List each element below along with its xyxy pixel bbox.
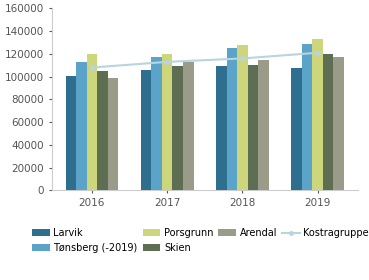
Bar	[76, 62, 87, 190]
Bar	[172, 66, 183, 190]
Bar	[323, 54, 334, 190]
Bar	[151, 57, 162, 190]
Bar	[108, 78, 118, 190]
Bar	[97, 71, 108, 190]
Bar	[313, 39, 323, 190]
Bar	[66, 76, 76, 190]
Line: Kostragruppe 13: Kostragruppe 13	[90, 51, 320, 69]
Bar	[162, 54, 172, 190]
Bar	[237, 45, 248, 190]
Kostragruppe 13	[165, 60, 169, 64]
Bar	[183, 62, 193, 190]
Bar	[302, 44, 313, 190]
Bar	[258, 60, 269, 190]
Bar	[292, 67, 302, 190]
Bar	[334, 57, 344, 190]
Bar	[216, 66, 227, 190]
Bar	[248, 65, 258, 190]
Bar	[141, 70, 151, 190]
Kostragruppe 13	[315, 51, 320, 54]
Legend: Larvik, Tønsberg (-2019), Porsgrunn, Skien, Arendal, Kostragruppe 13: Larvik, Tønsberg (-2019), Porsgrunn, Ski…	[32, 228, 369, 253]
Bar	[227, 48, 237, 190]
Kostragruppe 13	[240, 57, 245, 60]
Kostragruppe 13	[90, 66, 94, 69]
Bar	[87, 54, 97, 190]
